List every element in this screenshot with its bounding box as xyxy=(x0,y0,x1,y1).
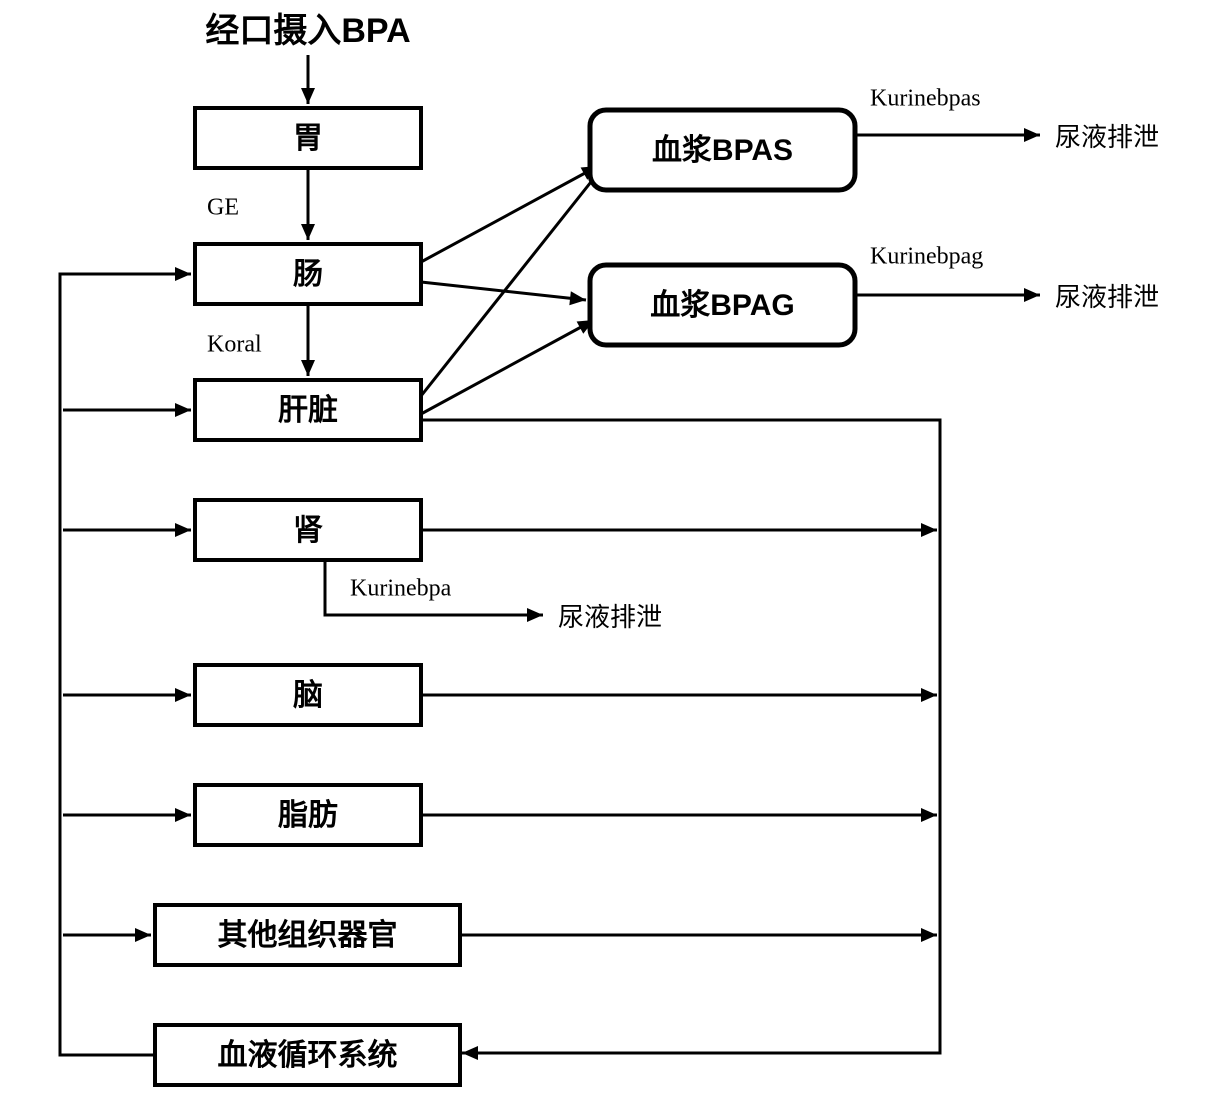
arrow-left_to_other xyxy=(63,928,151,942)
output-label-urine2: 尿液排泄 xyxy=(1055,283,1159,312)
arrow-stomach_to_gut xyxy=(301,170,315,240)
diagram-title: 经口摄入BPA xyxy=(205,12,410,50)
edge-label-kurinebpag: Kurinebpag xyxy=(870,244,983,270)
node-brain-label: 脑 xyxy=(293,679,323,712)
arrow-kidney_right xyxy=(421,523,937,537)
node-gut-label: 肠 xyxy=(293,258,323,291)
node-kidney-label: 肾 xyxy=(293,514,323,547)
node-liver: 肝脏 xyxy=(195,380,421,440)
node-other: 其他组织器官 xyxy=(155,905,460,965)
edge-label-koral: Koral xyxy=(207,332,262,358)
node-brain: 脑 xyxy=(195,665,421,725)
node-bpas-label: 血浆BPAS xyxy=(652,133,793,167)
output-label-urine3: 尿液排泄 xyxy=(558,603,662,632)
arrow-right_bus_top xyxy=(421,420,940,1060)
arrow-left_to_kidney xyxy=(63,523,191,537)
edge-label-ge: GE xyxy=(207,195,239,221)
node-gut: 肠 xyxy=(195,244,421,304)
arrow-liver_to_bpas xyxy=(421,158,610,396)
node-bpag-label: 血浆BPAG xyxy=(650,288,794,322)
arrow-brain_right xyxy=(421,688,937,702)
output-label-urine1: 尿液排泄 xyxy=(1055,123,1159,152)
arrow-bpag_to_urine xyxy=(855,288,1040,302)
node-blood-label: 血液循环系统 xyxy=(218,1038,398,1072)
arrow-left_to_brain xyxy=(63,688,191,702)
node-bpas: 血浆BPAS xyxy=(590,110,855,190)
node-stomach-label: 胃 xyxy=(293,122,323,155)
arrow-fat_right xyxy=(421,808,937,822)
arrow-left_to_liver xyxy=(63,403,191,417)
edge-label-kurinebpa: Kurinebpa xyxy=(350,576,452,602)
arrow-title_to_stomach xyxy=(301,55,315,104)
node-bpag: 血浆BPAG xyxy=(590,265,855,345)
arrow-gut_to_bpas xyxy=(421,166,598,262)
node-other-label: 其他组织器官 xyxy=(218,918,398,952)
arrow-gut_to_liver xyxy=(301,306,315,376)
arrow-liver_to_bpag xyxy=(421,320,594,414)
node-liver-label: 肝脏 xyxy=(278,394,338,427)
arrow-left_to_fat xyxy=(63,808,191,822)
edge-label-kurinebpas: Kurinebpas xyxy=(870,86,981,112)
node-kidney: 肾 xyxy=(195,500,421,560)
node-stomach: 胃 xyxy=(195,108,421,168)
node-blood: 血液循环系统 xyxy=(155,1025,460,1085)
node-fat: 脂肪 xyxy=(195,785,421,845)
arrow-bpas_to_urine xyxy=(855,128,1040,142)
node-fat-label: 脂肪 xyxy=(278,799,338,832)
arrow-other_right xyxy=(460,928,937,942)
